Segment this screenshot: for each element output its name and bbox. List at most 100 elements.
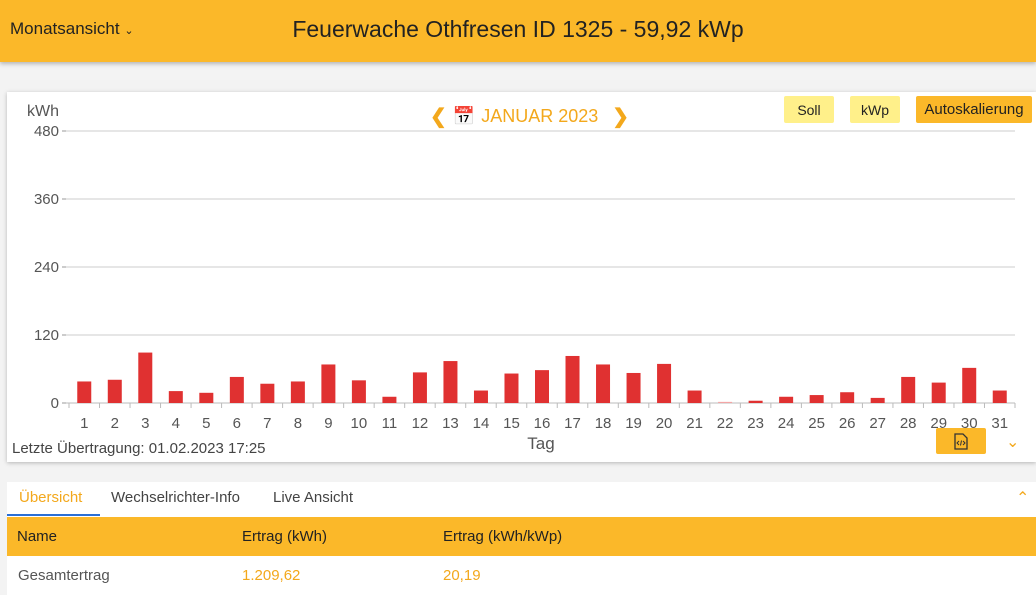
chevron-up-icon[interactable]: ⌃ xyxy=(1016,490,1030,507)
row-yield-per-kwp: 20,19 xyxy=(443,567,481,584)
last-transfer-status: Letzte Übertragung: 01.02.2023 17:25 xyxy=(12,440,266,457)
bar xyxy=(351,380,366,403)
bar xyxy=(779,396,794,403)
x-tick-label: 19 xyxy=(625,415,642,432)
x-tick-label: 3 xyxy=(141,415,149,432)
bar xyxy=(229,376,244,403)
x-tick-label: 12 xyxy=(412,415,429,432)
period-nav: ❮ 📅 JANUAR 2023 ❯ xyxy=(430,104,629,129)
bar xyxy=(565,355,580,403)
x-tick-label: 21 xyxy=(686,415,703,432)
bar xyxy=(473,390,488,403)
bar xyxy=(748,400,763,403)
y-tick-label: 0 xyxy=(51,395,59,412)
bar xyxy=(626,372,641,403)
x-tick-label: 2 xyxy=(111,415,119,432)
bar xyxy=(931,382,946,403)
bar xyxy=(901,376,916,403)
x-tick-label: 23 xyxy=(747,415,764,432)
bar xyxy=(168,391,183,403)
chevron-down-icon[interactable]: ⌄ xyxy=(1006,434,1020,451)
bar xyxy=(687,390,702,403)
chevron-down-icon: ⌄ xyxy=(124,25,134,37)
tab-live-view[interactable]: Live Ansicht xyxy=(273,489,354,506)
bar xyxy=(840,392,855,403)
bar xyxy=(718,401,733,403)
table-header: Name Ertrag (kWh) Ertrag (kWh/kWp) xyxy=(7,517,1036,556)
bar xyxy=(992,390,1007,403)
bar xyxy=(962,367,977,403)
bar xyxy=(199,392,214,403)
bar xyxy=(382,396,397,403)
tab-inverter-info[interactable]: Wechselrichter-Info xyxy=(111,489,240,506)
view-select-label: Monatsansicht xyxy=(10,19,120,38)
x-tick-label: 28 xyxy=(900,415,917,432)
x-tick-label: 14 xyxy=(473,415,490,432)
bar xyxy=(535,370,549,403)
x-tick-label: 17 xyxy=(564,415,581,432)
export-button[interactable] xyxy=(936,428,986,454)
bar xyxy=(412,372,427,403)
y-axis-label: kWh xyxy=(27,103,59,120)
tab-bar: Übersicht Wechselrichter-Info Live Ansic… xyxy=(7,482,1036,517)
x-tick-label: 29 xyxy=(930,415,947,432)
bar xyxy=(657,363,672,403)
x-tick-label: 4 xyxy=(172,415,180,432)
table-row: Gesamtertrag 1.209,62 20,19 xyxy=(7,556,1036,595)
view-select[interactable]: Monatsansicht ⌄ xyxy=(10,19,134,39)
x-tick-label: 24 xyxy=(778,415,795,432)
x-tick-label: 18 xyxy=(595,415,612,432)
y-tick-label: 120 xyxy=(34,327,59,344)
bar xyxy=(290,381,305,403)
x-tick-label: 15 xyxy=(503,415,520,432)
x-tick-label: 26 xyxy=(839,415,856,432)
kwp-button[interactable]: kWp xyxy=(850,96,900,123)
row-name: Gesamtertrag xyxy=(18,567,110,584)
x-tick-label: 11 xyxy=(382,415,398,432)
x-tick-label: 30 xyxy=(961,415,978,432)
x-tick-label: 8 xyxy=(294,415,302,432)
x-axis-label: Tag xyxy=(527,434,554,453)
x-tick-label: 5 xyxy=(202,415,210,432)
bar xyxy=(321,364,336,403)
x-tick-label: 27 xyxy=(869,415,886,432)
autoscale-button[interactable]: Autoskalierung xyxy=(916,96,1032,123)
x-tick-label: 25 xyxy=(808,415,825,432)
x-tick-label: 10 xyxy=(351,415,368,432)
header: Monatsansicht ⌄ Feuerwache Othfresen ID … xyxy=(0,0,1036,62)
page-title: Feuerwache Othfresen ID 1325 - 59,92 kWp xyxy=(292,16,744,42)
calendar-icon[interactable]: 📅 xyxy=(452,106,476,126)
bar xyxy=(260,383,275,403)
x-tick-label: 7 xyxy=(263,415,271,432)
chevron-right-icon[interactable]: ❯ xyxy=(612,106,630,128)
x-tick-label: 22 xyxy=(717,415,734,432)
bar xyxy=(107,379,122,403)
file-code-icon xyxy=(954,432,968,450)
col-name: Name xyxy=(17,528,58,545)
bar xyxy=(138,352,153,403)
y-tick-label: 360 xyxy=(34,191,59,208)
x-tick-label: 13 xyxy=(442,415,459,432)
x-tick-label: 1 xyxy=(80,415,88,432)
y-tick-label: 240 xyxy=(34,259,59,276)
x-tick-label: 31 xyxy=(991,415,1008,432)
x-tick-label: 16 xyxy=(534,415,551,432)
row-yield: 1.209,62 xyxy=(242,567,301,584)
bar xyxy=(77,381,92,403)
active-tab-indicator xyxy=(7,514,100,516)
period-label[interactable]: JANUAR 2023 xyxy=(481,106,599,126)
bar xyxy=(443,361,458,403)
y-tick-label: 480 xyxy=(34,123,59,140)
bar xyxy=(809,395,824,403)
chevron-left-icon[interactable]: ❮ xyxy=(430,106,447,128)
col-yield-per-kwp: Ertrag (kWh/kWp) xyxy=(443,528,563,545)
bar xyxy=(870,397,885,403)
bar xyxy=(596,364,611,403)
x-tick-label: 20 xyxy=(656,415,673,432)
soll-button[interactable]: Soll xyxy=(784,96,834,123)
x-tick-label: 9 xyxy=(324,415,332,432)
col-yield: Ertrag (kWh) xyxy=(242,528,328,545)
bar xyxy=(504,373,519,403)
tab-overview[interactable]: Übersicht xyxy=(19,489,83,506)
